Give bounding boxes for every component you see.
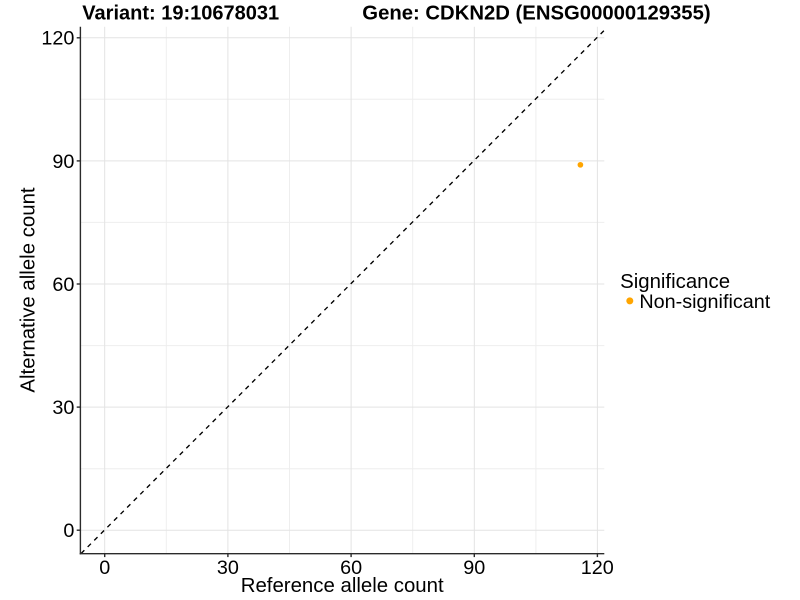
svg-text:90: 90 [463, 557, 485, 579]
svg-text:0: 0 [63, 520, 74, 542]
svg-text:Non-significant: Non-significant [639, 291, 770, 313]
svg-text:Alternative allele count: Alternative allele count [18, 187, 40, 392]
svg-text:Gene: CDKN2D (ENSG00000129355): Gene: CDKN2D (ENSG00000129355) [362, 3, 710, 25]
svg-text:Variant: 19:10678031: Variant: 19:10678031 [82, 3, 279, 25]
svg-text:60: 60 [340, 557, 362, 579]
svg-text:Reference allele count: Reference allele count [241, 575, 444, 597]
svg-text:30: 30 [217, 557, 239, 579]
svg-text:120: 120 [581, 557, 614, 579]
svg-text:120: 120 [41, 28, 74, 50]
svg-text:90: 90 [52, 151, 74, 173]
svg-text:60: 60 [52, 274, 74, 296]
svg-text:Significance: Significance [620, 271, 730, 293]
svg-text:30: 30 [52, 397, 74, 419]
svg-text:0: 0 [99, 557, 110, 579]
